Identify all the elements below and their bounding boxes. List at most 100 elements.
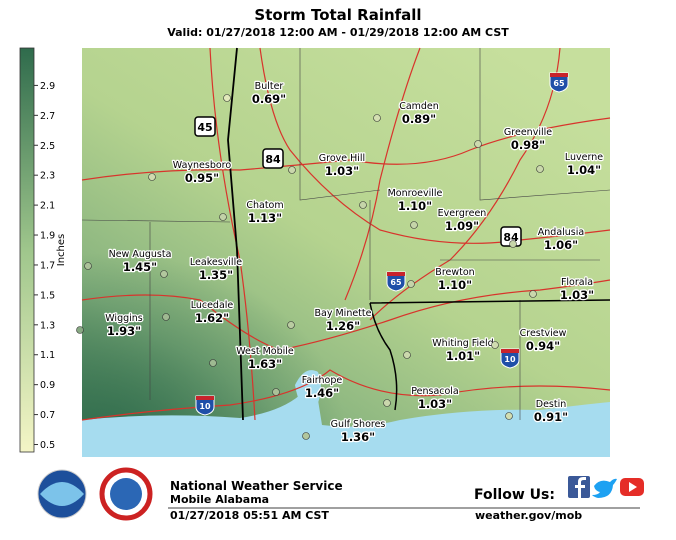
nws-logo-inner: [110, 478, 142, 510]
highway-number: 65: [390, 278, 402, 287]
interstate-shield: [549, 72, 569, 93]
colorbar-tick-label: 1.9: [40, 231, 55, 242]
rainfall-label: 1.04": [567, 163, 601, 177]
rainfall-label: 1.45": [123, 260, 157, 274]
rainfall-label: 1.26": [326, 319, 360, 333]
land-shade: [82, 48, 610, 457]
place-name: Fairhope: [302, 375, 343, 386]
place-name: Camden: [399, 101, 439, 112]
facebook-glyph: [575, 477, 586, 498]
interstate-shield: [195, 395, 215, 416]
place-name: Gulf Shores: [331, 419, 386, 430]
noaa-logo-wave: [40, 482, 84, 506]
place-name: Lucedale: [191, 300, 234, 311]
us-highway-shield: [194, 116, 216, 137]
interstate-shield: [386, 271, 406, 292]
place-name: Brewton: [435, 267, 474, 278]
rainfall-marker: [148, 173, 156, 181]
rainfall-label: 1.93": [107, 324, 141, 338]
rainfall-label: 1.06": [544, 238, 578, 252]
place-name: Monroeville: [388, 188, 443, 199]
us-highway-shield: [262, 148, 284, 169]
place-name: New Augusta: [109, 249, 172, 260]
colorbar-scale: [19, 47, 35, 453]
highway-number: 65: [553, 79, 565, 88]
rainfall-label: 1.36": [341, 430, 375, 444]
place-name: Pensacola: [411, 386, 459, 397]
colorbar-tick-label: 2.5: [40, 141, 55, 152]
colorbar: Inches: [19, 47, 67, 453]
place-name: Chatom: [246, 200, 283, 211]
place-name: Andalusia: [538, 227, 584, 238]
subtitle: Valid: 01/27/2018 12:00 AM - 01/29/2018 …: [167, 26, 509, 39]
rainfall-label: 0.91": [534, 410, 568, 424]
rainfall-marker: [491, 341, 499, 349]
colorbar-title: Inches: [56, 234, 67, 267]
colorbar-tick-label: 2.3: [40, 171, 55, 182]
rainfall-label: 1.03": [560, 288, 594, 302]
rainfall-label: 0.89": [402, 112, 436, 126]
place-name: Bulter: [255, 81, 284, 92]
rainfall-marker: [76, 326, 84, 334]
place-name: Crestview: [520, 328, 567, 339]
colorbar-tick-label: 0.7: [40, 410, 55, 421]
rainfall-label: 1.03": [325, 164, 359, 178]
rainfall-marker: [219, 213, 227, 221]
rainfall-marker: [529, 290, 537, 298]
rainfall-label: 0.69": [252, 92, 286, 106]
rainfall-label: 1.13": [248, 211, 282, 225]
rainfall-label: 1.63": [248, 357, 282, 371]
interstate-shield-top: [387, 272, 405, 276]
rainfall-label: 1.09": [445, 219, 479, 233]
colorbar-tick-label: 1.3: [40, 320, 55, 331]
rainfall-label: 0.95": [185, 171, 219, 185]
rainfall-label: 1.46": [305, 386, 339, 400]
highway-number: 10: [504, 355, 516, 364]
place-name: Florala: [561, 277, 593, 288]
place-name: Waynesboro: [173, 160, 232, 171]
map: [81, 47, 611, 457]
rainfall-label: 1.01": [446, 349, 480, 363]
colorbar-tick-label: 1.5: [40, 290, 55, 301]
place-name: Leakesville: [190, 257, 242, 268]
rainfall-marker: [287, 321, 295, 329]
rainfall-marker: [359, 201, 367, 209]
rainfall-label: 0.98": [511, 138, 545, 152]
rainfall-label: 1.10": [398, 199, 432, 213]
state-line: [369, 299, 611, 411]
rainfall-marker: [209, 359, 217, 367]
place-name: Evergreen: [438, 208, 487, 219]
rainfall-marker: [505, 412, 513, 420]
state-line: [227, 47, 244, 421]
place-name: Destin: [536, 399, 567, 410]
rainfall-label: 1.62": [195, 311, 229, 325]
rainfall-marker: [410, 221, 418, 229]
place-name: Grove Hill: [319, 153, 365, 164]
rainfall-label: 1.03": [418, 397, 452, 411]
place-name: Bay Minette: [315, 308, 372, 319]
highway-number: 84: [265, 153, 281, 166]
footer: National Weather Service Mobile Alabama …: [37, 467, 644, 522]
follow-us: Follow Us:: [474, 487, 555, 503]
highway-number: 84: [503, 231, 519, 244]
colorbar-tick-label: 0.9: [40, 380, 55, 391]
rainfall-marker: [84, 262, 92, 270]
colorbar-tick-label: 2.1: [40, 201, 55, 212]
interstate-shield: [500, 348, 520, 369]
place-name: Greenville: [504, 127, 552, 138]
website[interactable]: weather.gov/mob: [475, 509, 582, 522]
office-location: Mobile Alabama: [170, 493, 269, 506]
rainfall-marker: [162, 313, 170, 321]
rainfall-marker: [288, 166, 296, 174]
colorbar-tick-label: 2.9: [40, 81, 55, 92]
county-lines: [81, 48, 611, 420]
youtube-glyph: [629, 482, 637, 492]
interstate-shield-top: [501, 349, 519, 353]
title: Storm Total Rainfall: [254, 6, 421, 24]
interstate-shield-top: [196, 396, 214, 400]
colorbar-tick-label: 0.5: [40, 440, 55, 451]
twitter-icon[interactable]: [592, 478, 617, 498]
place-name: West Mobile: [236, 346, 294, 357]
